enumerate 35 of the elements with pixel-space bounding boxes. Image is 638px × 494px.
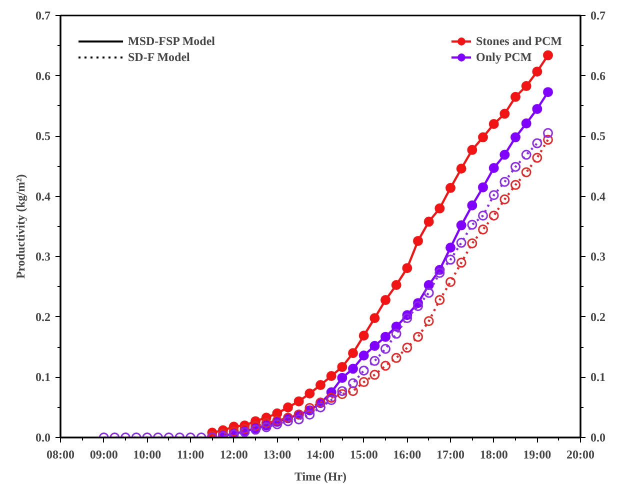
annotation: MSD-FSP Model: [128, 33, 215, 49]
annotation: SD-F Model: [128, 49, 190, 65]
y-tick-label: 0.2: [36, 310, 50, 324]
y-tick-label: 0.5: [36, 129, 50, 144]
y-tick-label: 0.6: [36, 68, 50, 83]
x-tick-label: 13:00: [263, 448, 292, 462]
y2-tick-label: 0.6: [590, 68, 606, 83]
y2-tick-label: 0.7: [590, 8, 606, 22]
x-tick-label: 11:00: [176, 448, 204, 462]
x-tick-label: 12:00: [220, 448, 248, 462]
y-axis-title: Productivity (kg/m²): [14, 174, 28, 279]
x-tick-label: 10:00: [133, 448, 162, 462]
x-tick-label: 20:00: [566, 448, 594, 462]
y2-tick-label: 0.4: [590, 189, 606, 204]
x-axis-title: Time (Hr): [294, 470, 347, 484]
y2-tick-label: 0.3: [590, 250, 606, 264]
x-tick-label: 15:00: [350, 448, 378, 462]
x-tick-label: 17:00: [436, 448, 464, 462]
x-tick-label: 08:00: [46, 448, 74, 462]
x-tick-label: 14:00: [306, 448, 334, 462]
x-tick-label: 19:00: [523, 448, 552, 462]
y2-tick-label: 0.0: [590, 430, 606, 444]
legend-label: Only PCM: [476, 49, 532, 65]
legend-label: Stones and PCM: [476, 33, 562, 49]
y-tick-label: 0.3: [36, 250, 50, 264]
x-tick-label: 18:00: [480, 448, 508, 462]
x-tick-label: 16:00: [393, 448, 422, 462]
y2-tick-label: 0.2: [590, 310, 606, 324]
x-tick-label: 09:00: [90, 448, 118, 462]
y-tick-label: 0.0: [36, 430, 50, 444]
y-tick-label: 0.7: [36, 8, 50, 22]
y-tick-label: 0.4: [36, 189, 50, 204]
y2-tick-label: 0.5: [590, 129, 606, 144]
y-tick-label: 0.1: [36, 370, 50, 384]
y2-tick-label: 0.1: [590, 370, 606, 384]
